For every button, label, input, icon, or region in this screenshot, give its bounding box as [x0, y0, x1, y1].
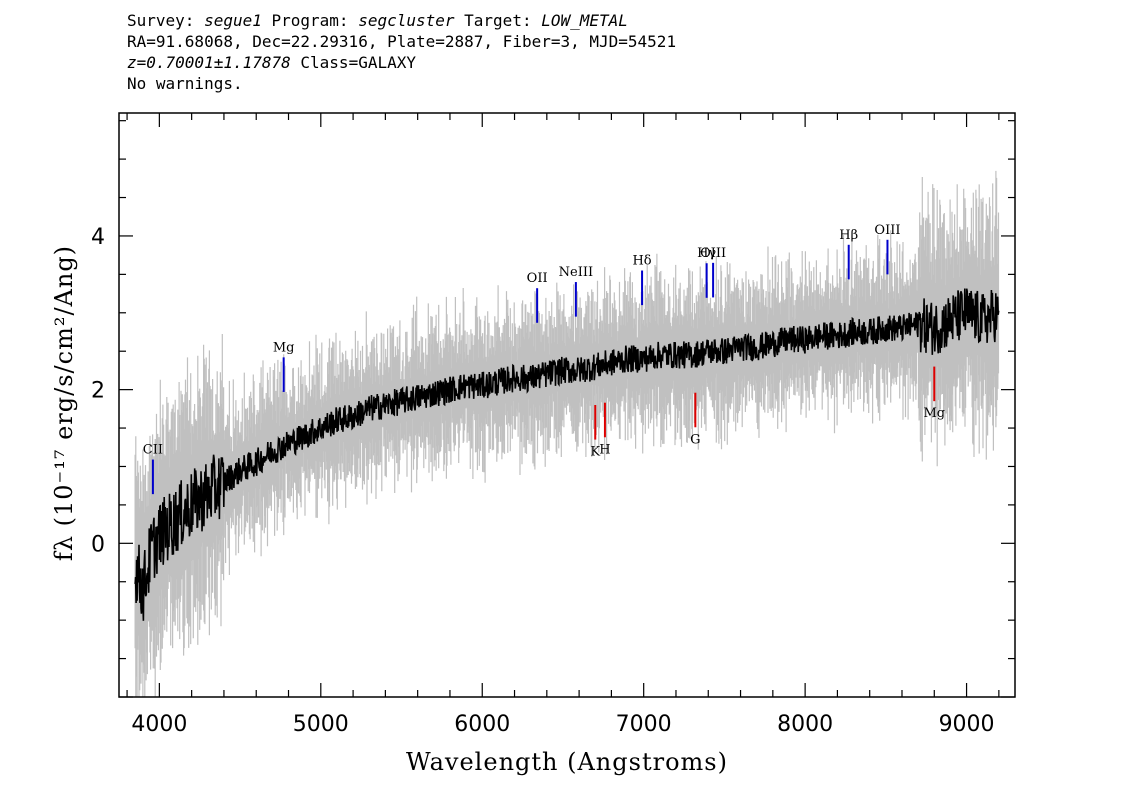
- program-label: Program:: [261, 11, 359, 30]
- header-line-warnings: No warnings.: [127, 74, 243, 93]
- emission-line-label: Hγ: [697, 246, 716, 261]
- survey-value: segue1: [204, 11, 262, 30]
- y-axis-title: fλ (10⁻¹⁷ erg/s/cm²/Ang): [50, 245, 78, 561]
- program-value: segcluster: [358, 11, 455, 30]
- header-line-redshift: z=0.70001±1.17878 Class=GALAXY: [127, 52, 676, 73]
- y-tick-label: 2: [91, 379, 105, 404]
- noise-band-path: [134, 170, 1000, 697]
- y-tick-label: 4: [91, 225, 105, 250]
- emission-line-label: Mg: [273, 340, 295, 355]
- target-value: LOW_METAL: [541, 11, 628, 30]
- plot-axes: [118, 112, 1016, 698]
- absorption-line-label: Mg: [923, 406, 945, 421]
- spectrum-header: Survey: segue1 Program: segcluster Targe…: [127, 10, 676, 94]
- noise-band: [134, 170, 1000, 697]
- y-tick-label: 0: [91, 532, 105, 557]
- absorption-line-label: K: [590, 445, 600, 460]
- x-tick-label: 5000: [293, 712, 349, 737]
- survey-label: Survey:: [127, 11, 205, 30]
- plot-frame: [118, 112, 1016, 698]
- x-tick-label: 6000: [454, 712, 510, 737]
- target-label: Target:: [454, 11, 542, 30]
- x-axis-title: Wavelength (Angstroms): [406, 748, 728, 776]
- emission-line-label: OIII: [874, 223, 900, 238]
- x-tick-label: 8000: [777, 712, 833, 737]
- x-tick-label: 7000: [616, 712, 672, 737]
- emission-line-label: OIII: [700, 246, 726, 261]
- emission-line-label: CII: [143, 443, 163, 458]
- flux-series: [134, 288, 1000, 621]
- emission-line-label: Hδ: [632, 254, 651, 269]
- header-line-coordinates: RA=91.68068, Dec=22.29316, Plate=2887, F…: [127, 32, 677, 51]
- header-line-survey: Survey: segue1 Program: segcluster Targe…: [127, 10, 676, 31]
- x-tick-label: 9000: [939, 712, 995, 737]
- emission-line-label: Hβ: [839, 228, 858, 243]
- tick-labels: 4000 5000 6000 7000 8000 9000 0 2 4: [91, 225, 995, 737]
- flux-series-path: [134, 288, 1000, 621]
- emission-line-label: OII: [527, 271, 548, 286]
- emission-line-label: NeIII: [559, 265, 593, 280]
- absorption-line-label: G: [690, 432, 700, 447]
- redshift-value: z=0.70001±1.17878: [127, 53, 291, 72]
- class-value: Class=GALAXY: [290, 53, 416, 72]
- x-tick-label: 4000: [131, 712, 187, 737]
- absorption-line-label: H: [599, 442, 610, 457]
